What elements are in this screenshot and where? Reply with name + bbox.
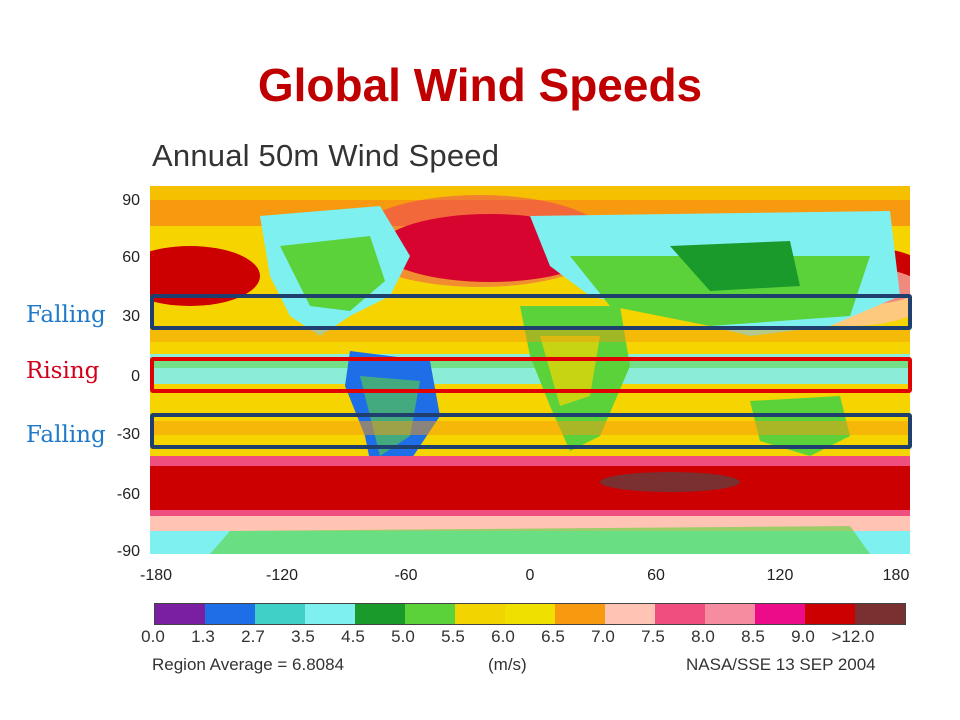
legend-swatch (855, 604, 905, 624)
legend-tick-label: 8.0 (691, 627, 715, 646)
legend-swatch (305, 604, 355, 624)
legend-tick-label: 4.5 (341, 627, 365, 646)
legend-tick-label: 6.0 (491, 627, 515, 646)
legend-tick-label: 3.5 (291, 627, 315, 646)
legend-tick-label: 7.5 (641, 627, 665, 646)
falling-label-south: Falling (26, 422, 106, 448)
y-tick-label: 60 (122, 249, 140, 266)
legend-swatch (755, 604, 805, 624)
x-tick-label: -120 (265, 567, 299, 584)
legend-swatch (505, 604, 555, 624)
legend-tick-label: 9.0 (791, 627, 815, 646)
wind-speed-map (150, 186, 910, 554)
legend-tick-label: >12.0 (831, 627, 875, 646)
y-tick-label: -60 (116, 486, 140, 503)
legend-swatch (705, 604, 755, 624)
rising-band-box-equator (150, 357, 912, 393)
y-tick-label: 0 (131, 368, 140, 385)
legend-tick-label: 1.3 (191, 627, 215, 646)
legend-tick-label: 5.5 (441, 627, 465, 646)
legend-swatch (805, 604, 855, 624)
legend-tick-label: 8.5 (741, 627, 765, 646)
legend-swatch (605, 604, 655, 624)
legend-swatch (655, 604, 705, 624)
wind-speed-map-graphic (150, 186, 910, 554)
source-label: NASA/SSE 13 SEP 2004 (686, 655, 876, 674)
x-tick-label: -180 (139, 567, 173, 584)
y-tick-label: 30 (122, 308, 140, 325)
legend-swatch (405, 604, 455, 624)
y-tick-label: -90 (116, 543, 140, 560)
rising-label: Rising (26, 358, 100, 384)
region-average: Region Average = 6.8084 (152, 655, 345, 674)
legend-swatch (355, 604, 405, 624)
legend-tick-label: 2.7 (241, 627, 265, 646)
legend-swatch (155, 604, 205, 624)
legend-tick-label: 5.0 (391, 627, 415, 646)
x-tick-label: 0 (525, 567, 535, 584)
slide-title: Global Wind Speeds (257, 59, 703, 111)
unit-label: (m/s) (488, 655, 527, 674)
y-tick-label: 90 (122, 192, 140, 209)
legend-swatch (205, 604, 255, 624)
legend-swatch (255, 604, 305, 624)
y-tick-label: -30 (116, 426, 140, 443)
legend-tick-label: 7.0 (591, 627, 615, 646)
legend-swatch (455, 604, 505, 624)
legend-tick-label: 6.5 (541, 627, 565, 646)
x-tick-label: 60 (647, 567, 665, 584)
falling-band-box-north (150, 294, 912, 330)
falling-band-box-south (150, 413, 912, 449)
x-tick-label: 120 (766, 567, 794, 584)
legend-color-bar (154, 603, 906, 625)
x-tick-label: 180 (882, 567, 910, 584)
legend-swatch (555, 604, 605, 624)
falling-label-north: Falling (26, 302, 106, 328)
map-title: Annual 50m Wind Speed (152, 138, 500, 173)
x-tick-label: -60 (394, 567, 418, 584)
legend-tick-label: 0.0 (141, 627, 165, 646)
